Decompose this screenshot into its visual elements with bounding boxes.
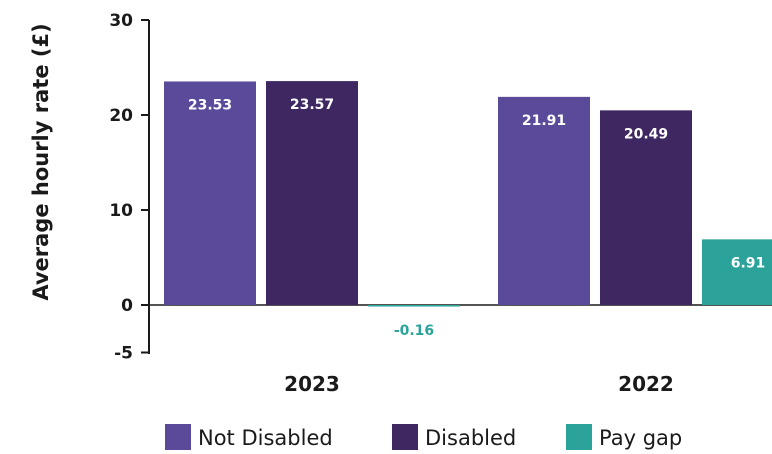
y-tick-label: 20	[109, 106, 133, 126]
y-tick-label: 0	[121, 296, 133, 316]
legend-label: Pay gap	[599, 426, 682, 450]
legend-swatch	[392, 424, 418, 450]
bar-value-label: 20.49	[624, 126, 668, 142]
bars-group: 23.53 23.57 -0.16 21.91 20.49 6.91	[164, 81, 772, 339]
y-tick-label: 30	[109, 11, 133, 31]
bar-not-disabled-2022	[498, 96, 590, 305]
bar-value-label: 21.91	[522, 113, 566, 129]
y-tick-label: -5	[114, 344, 133, 364]
y-axis-ticks: -5 0 10 20 30	[109, 11, 149, 364]
bar-disabled-2023	[266, 81, 358, 306]
legend-swatch	[165, 424, 191, 450]
bar-disabled-2022	[600, 110, 692, 305]
legend: Not Disabled Disabled Pay gap	[165, 424, 682, 450]
category-labels: 2023 2022	[284, 372, 674, 396]
y-axis-title: Average hourly rate (£)	[29, 23, 53, 300]
bar-pay-gap-2022	[702, 239, 772, 305]
bar-value-label: 23.53	[188, 97, 232, 113]
y-tick-label: 10	[109, 201, 133, 221]
legend-label: Disabled	[425, 426, 516, 450]
legend-label: Not Disabled	[198, 426, 333, 450]
bar-value-label: 6.91	[731, 255, 766, 271]
bar-pay-gap-2023	[368, 305, 460, 307]
legend-swatch	[566, 424, 592, 450]
bar-not-disabled-2023	[164, 81, 256, 305]
bar-value-label: 23.57	[290, 97, 334, 113]
x-category-label: 2023	[284, 372, 340, 396]
bar-value-label: -0.16	[394, 323, 434, 339]
x-category-label: 2022	[618, 372, 674, 396]
